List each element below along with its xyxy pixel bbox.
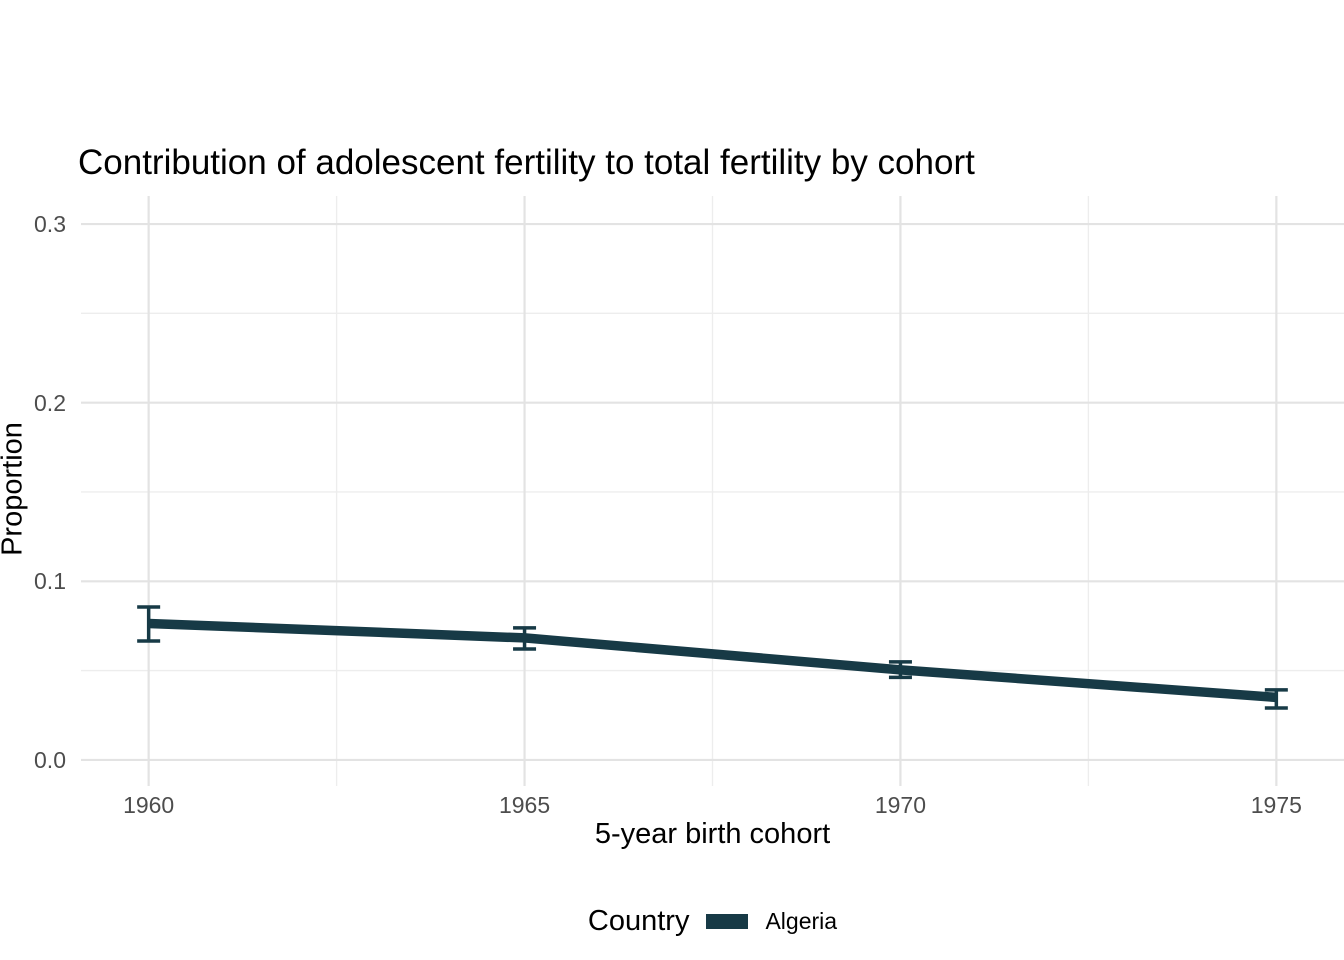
x-tick-label: 1965 [498,792,551,818]
x-axis-title: 5-year birth cohort [594,818,831,850]
y-tick-label: 0.0 [34,746,66,773]
legend: Country Algeria [81,905,1344,938]
series-line-algeria [148,618,1277,703]
plot-panel [81,196,1344,786]
legend-key-line [706,914,749,929]
x-tick-label: 1975 [1250,792,1302,818]
y-axis-title: Proportion [0,422,29,556]
x-tick-label: 1960 [123,792,175,818]
legend-item-label: Algeria [765,908,838,934]
y-tick-label: 0.3 [34,211,66,238]
y-tick-label: 0.1 [34,568,66,595]
x-tick-label: 1970 [874,792,927,818]
chart-title: Contribution of adolescent fertility to … [78,143,975,182]
legend-title: Country [587,905,690,937]
y-tick-label: 0.2 [34,389,66,416]
